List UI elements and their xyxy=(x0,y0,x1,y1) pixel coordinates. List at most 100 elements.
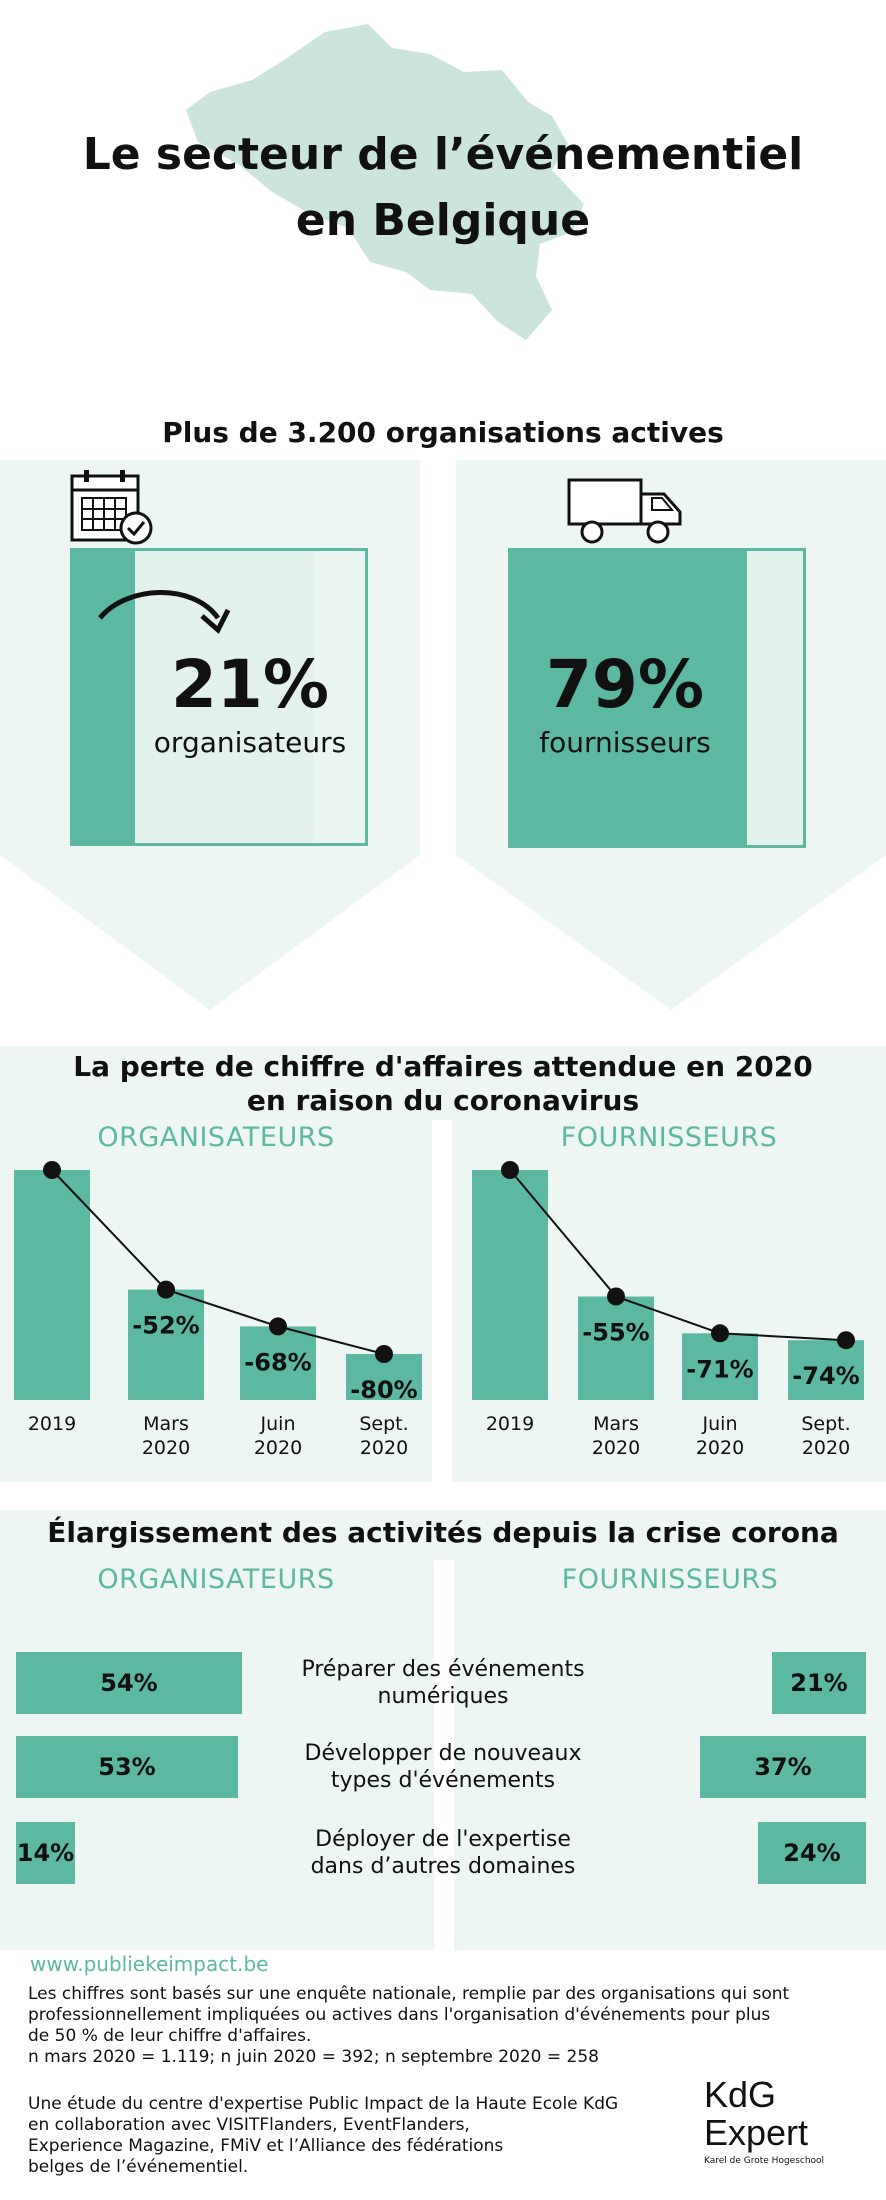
belgium-map-icon xyxy=(186,24,584,340)
fournisseurs-pct: 79% xyxy=(546,646,704,723)
arrow-icon xyxy=(98,590,231,635)
footer-credits: Une étude du centre d'expertise Public I… xyxy=(28,2094,648,2178)
activity-label-line-1: Développer de nouveaux xyxy=(304,1741,582,1766)
activity-four-bar: 37% xyxy=(700,1736,866,1798)
data-label-2: -68% xyxy=(244,1348,311,1376)
page-title: Le secteur de l’événementiel en Belgique xyxy=(0,122,886,254)
activity-label-line-2: types d'événements xyxy=(330,1768,556,1793)
trend-line xyxy=(509,1169,847,1342)
logo-line-1: KdG xyxy=(704,2074,777,2115)
tick-label-2-1: 2020 xyxy=(254,1437,302,1459)
organisateurs-box xyxy=(70,548,368,846)
footer-credits-line-3: Experience Magazine, FMiV et l’Alliance … xyxy=(28,2136,504,2156)
activity-label-line-1: Déployer de l'expertise xyxy=(315,1827,571,1852)
logo-subtitle: Karel de Grote Hogeschool xyxy=(704,2156,825,2166)
tick-label-0-0: 2019 xyxy=(486,1413,534,1435)
data-label-1: -55% xyxy=(582,1319,649,1347)
tick-label-3-1: 2020 xyxy=(360,1437,408,1459)
data-point-2 xyxy=(269,1317,287,1336)
footer-credits-line-4: belges de l’événementiel. xyxy=(28,2157,249,2177)
activity-four-value: 37% xyxy=(754,1753,812,1781)
activity-label: Développer de nouveaux types d'événements xyxy=(240,1740,646,1794)
activities-four-heading: FOURNISSEURS xyxy=(561,1564,779,1595)
data-point-1 xyxy=(607,1287,625,1306)
tick-label-1-1: 2020 xyxy=(592,1437,640,1459)
bar-0 xyxy=(14,1170,90,1400)
fournisseurs-fill xyxy=(511,551,747,845)
footer-methodology-line-1: Les chiffres sont basés sur une enquête … xyxy=(28,1984,790,2004)
activity-four-value: 24% xyxy=(783,1839,841,1867)
revenue-heading-line-2: en raison du coronavirus xyxy=(246,1084,640,1117)
tick-label-1-1: 2020 xyxy=(142,1437,190,1459)
bar-3 xyxy=(788,1340,864,1400)
footer-credits-line-2: en collaboration avec VISITFlanders, Eve… xyxy=(28,2115,470,2135)
data-point-3 xyxy=(837,1331,855,1350)
bar-0 xyxy=(472,1170,548,1400)
tick-label-3-0: Sept. xyxy=(801,1413,850,1435)
organisateurs-pct: 21% xyxy=(171,646,329,723)
tick-label-3-0: Sept. xyxy=(359,1413,408,1435)
logo-line-2: Expert xyxy=(704,2112,809,2153)
data-point-0 xyxy=(43,1161,61,1179)
revenue-divider xyxy=(432,1120,452,1482)
trend-line xyxy=(51,1169,385,1355)
revenue-four-heading: FOURNISSEURS xyxy=(560,1122,778,1153)
footer-methodology-line-3: de 50 % de leur chiffre d'affaires. xyxy=(28,2026,312,2046)
footer-methodology-line-2: professionnellement impliquées ou active… xyxy=(28,2005,771,2025)
data-point-2 xyxy=(711,1324,729,1343)
tick-label-0-0: 2019 xyxy=(28,1413,76,1435)
bar-2 xyxy=(240,1326,316,1400)
data-point-0 xyxy=(501,1161,519,1179)
activity-label-line-2: numériques xyxy=(377,1684,509,1709)
data-label-3: -80% xyxy=(350,1376,417,1404)
chart-organisateurs: 2019-52%Mars2020-68%Juin2020-80%Sept.202… xyxy=(14,1161,422,1459)
footer-methodology-line-4: n mars 2020 = 1.119; n juin 2020 = 392; … xyxy=(28,2047,599,2067)
fournisseurs-box xyxy=(508,548,806,848)
fournisseurs-label: fournisseurs xyxy=(539,726,711,759)
activity-label: Déployer de l'expertise dans d’autres dom… xyxy=(240,1826,646,1880)
tick-label-2-0: Juin xyxy=(702,1413,738,1435)
tick-label-2-0: Juin xyxy=(260,1413,296,1435)
activity-four-value: 21% xyxy=(790,1669,848,1697)
activity-four-bar: 24% xyxy=(758,1822,866,1884)
activity-label-line-2: dans d’autres domaines xyxy=(310,1854,576,1879)
activity-label: Préparer des événements numériques xyxy=(240,1656,646,1710)
footer-methodology: Les chiffres sont basés sur une enquête … xyxy=(28,1984,858,2068)
activities-org-heading: ORGANISATEURS xyxy=(97,1564,335,1595)
data-label-2: -71% xyxy=(686,1355,753,1383)
activity-org-bar: 54% xyxy=(16,1652,242,1714)
data-label-3: -74% xyxy=(792,1362,859,1390)
revenue-heading: La perte de chiffre d'affaires attendue … xyxy=(0,1050,886,1118)
truck-icon xyxy=(567,478,682,544)
tick-label-1-0: Mars xyxy=(593,1413,639,1435)
page-title-line-2: en Belgique xyxy=(295,195,591,246)
revenue-heading-line-1: La perte de chiffre d'affaires attendue … xyxy=(73,1050,813,1083)
bar-2 xyxy=(682,1333,758,1400)
tick-label-1-0: Mars xyxy=(143,1413,189,1435)
data-label-1: -52% xyxy=(132,1312,199,1340)
footer-url[interactable]: www.publiekeimpact.be xyxy=(30,1952,269,1976)
organisations-heading: Plus de 3.200 organisations actives xyxy=(162,416,724,449)
footer-credits-line-1: Une étude du centre d'expertise Public I… xyxy=(28,2094,619,2114)
kdg-expert-logo: KdG Expert Karel de Grote Hogeschool xyxy=(704,2074,874,2167)
page-title-line-1: Le secteur de l’événementiel xyxy=(82,129,804,180)
calendar-check-icon xyxy=(70,470,153,545)
organisateurs-stripe xyxy=(313,551,365,843)
bar-1 xyxy=(578,1296,654,1400)
revenue-org-heading: ORGANISATEURS xyxy=(97,1122,335,1153)
activity-org-value: 54% xyxy=(100,1669,158,1697)
activity-org-bar: 53% xyxy=(16,1736,238,1798)
tick-label-2-1: 2020 xyxy=(696,1437,744,1459)
activity-org-bar: 14% xyxy=(16,1822,75,1884)
data-point-1 xyxy=(157,1280,175,1299)
activity-four-bar: 21% xyxy=(772,1652,866,1714)
bar-1 xyxy=(128,1289,204,1400)
data-point-3 xyxy=(375,1345,393,1363)
organisateurs-label: organisateurs xyxy=(153,726,347,759)
tick-label-3-1: 2020 xyxy=(802,1437,850,1459)
activity-label-line-1: Préparer des événements xyxy=(301,1657,585,1682)
activity-org-value: 53% xyxy=(98,1753,156,1781)
activities-heading: Élargissement des activités depuis la cr… xyxy=(47,1516,839,1549)
activity-org-value: 14% xyxy=(16,1839,75,1867)
activities-divider xyxy=(434,1560,454,1950)
